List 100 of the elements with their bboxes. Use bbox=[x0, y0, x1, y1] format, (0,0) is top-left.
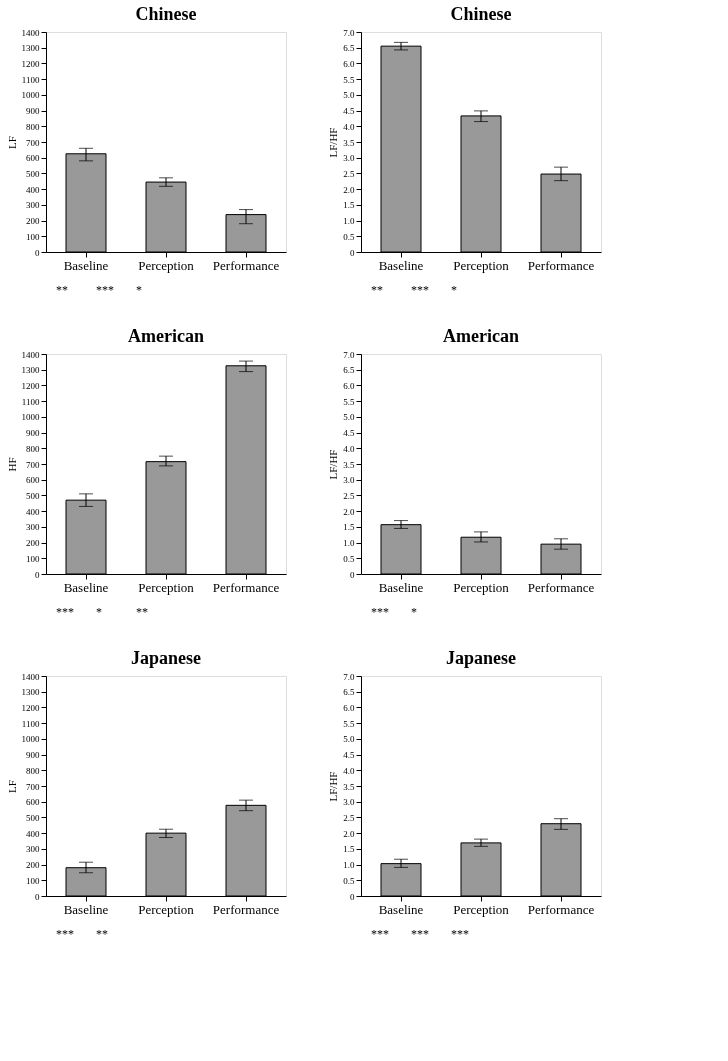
y-tick-label: 0.5 bbox=[343, 553, 355, 564]
y-tick-label: 1.5 bbox=[343, 522, 355, 533]
y-tick-label: 600 bbox=[26, 475, 40, 486]
y-tick-label: 6.5 bbox=[343, 43, 355, 54]
y-tick-label: 5.0 bbox=[343, 412, 355, 423]
y-tick-label: 3.0 bbox=[343, 153, 355, 164]
y-tick-label: 400 bbox=[26, 828, 40, 839]
y-tick-label: 2.0 bbox=[343, 828, 355, 839]
text: * bbox=[411, 605, 417, 619]
y-tick-label: 0 bbox=[350, 569, 355, 580]
y-tick-label: 400 bbox=[26, 506, 40, 517]
y-tick-label: 1300 bbox=[21, 365, 40, 376]
y-tick-label: 1000 bbox=[21, 90, 40, 101]
text: * bbox=[96, 605, 102, 619]
y-tick-label: 900 bbox=[26, 428, 40, 439]
y-axis-title: LF bbox=[5, 136, 18, 149]
text: *** bbox=[96, 283, 114, 297]
x-tick-label: Perception bbox=[138, 901, 195, 917]
y-tick-label: 3.5 bbox=[343, 781, 355, 792]
y-tick-label: 4.5 bbox=[343, 428, 355, 439]
y-tick-label: 300 bbox=[26, 844, 40, 855]
y-tick-label: 3.5 bbox=[343, 137, 355, 148]
y-tick-label: 0 bbox=[350, 891, 355, 902]
y-tick-label: 800 bbox=[26, 765, 40, 776]
x-tick-label: Perception bbox=[453, 901, 510, 917]
text: ** bbox=[56, 283, 68, 297]
y-tick-label: 7.0 bbox=[343, 27, 355, 38]
y-tick-label: 300 bbox=[26, 200, 40, 211]
y-tick-label: 4.0 bbox=[343, 443, 355, 454]
x-tick-label: Performance bbox=[527, 579, 595, 595]
x-tick-label: Baseline bbox=[63, 257, 109, 273]
y-tick-label: 7.0 bbox=[343, 671, 355, 682]
y-tick-label: 1.0 bbox=[343, 538, 355, 549]
y-tick-label: 1.5 bbox=[343, 844, 355, 855]
y-tick-label: 500 bbox=[26, 168, 40, 179]
y-tick-label: 2.5 bbox=[343, 168, 355, 179]
y-tick-label: 6.0 bbox=[343, 702, 355, 713]
text: *** bbox=[411, 927, 429, 941]
y-tick-label: 2.0 bbox=[343, 506, 355, 517]
y-tick-label: 0 bbox=[35, 891, 40, 902]
y-tick-label: 1100 bbox=[21, 718, 40, 729]
x-tick-label: Baseline bbox=[378, 257, 424, 273]
y-tick-label: 0.5 bbox=[343, 875, 355, 886]
y-tick-label: 100 bbox=[26, 231, 40, 242]
text: ** bbox=[371, 283, 383, 297]
y-tick-label: 200 bbox=[26, 860, 40, 871]
y-tick-label: 6.5 bbox=[343, 687, 355, 698]
x-tick-label: Perception bbox=[138, 579, 195, 595]
y-tick-label: 1.5 bbox=[343, 200, 355, 211]
y-tick-label: 3.0 bbox=[343, 797, 355, 808]
x-tick-label: Perception bbox=[453, 579, 510, 595]
y-tick-label: 4.5 bbox=[343, 750, 355, 761]
y-tick-label: 1300 bbox=[21, 687, 40, 698]
x-tick-label: Performance bbox=[212, 257, 280, 273]
x-tick-label: Baseline bbox=[378, 579, 424, 595]
y-tick-label: 6.5 bbox=[343, 365, 355, 376]
y-tick-label: 3.0 bbox=[343, 475, 355, 486]
y-tick-label: 1100 bbox=[21, 74, 40, 85]
y-tick-label: 0.5 bbox=[343, 231, 355, 242]
y-tick-label: 5.5 bbox=[343, 74, 355, 85]
text: *** bbox=[371, 605, 389, 619]
y-tick-label: 1.0 bbox=[343, 216, 355, 227]
text: *** bbox=[56, 927, 74, 941]
y-tick-label: 100 bbox=[26, 553, 40, 564]
y-tick-label: 5.0 bbox=[343, 90, 355, 101]
y-tick-label: 500 bbox=[26, 490, 40, 501]
y-tick-label: 4.0 bbox=[343, 765, 355, 776]
text: *** bbox=[371, 927, 389, 941]
y-tick-label: 600 bbox=[26, 797, 40, 808]
y-tick-label: 1400 bbox=[21, 349, 40, 360]
x-tick-label: Baseline bbox=[63, 579, 109, 595]
chart-title: American bbox=[128, 326, 204, 346]
y-tick-label: 1000 bbox=[21, 734, 40, 745]
y-tick-label: 700 bbox=[26, 137, 40, 148]
x-tick-label: Baseline bbox=[63, 901, 109, 917]
y-tick-label: 1400 bbox=[21, 27, 40, 38]
x-tick-label: Performance bbox=[527, 257, 595, 273]
y-tick-label: 100 bbox=[26, 875, 40, 886]
y-tick-label: 4.0 bbox=[343, 121, 355, 132]
y-axis-title: LF/HF bbox=[327, 127, 340, 158]
y-tick-label: 200 bbox=[26, 216, 40, 227]
text: *** bbox=[411, 283, 429, 297]
y-tick-label: 1300 bbox=[21, 43, 40, 54]
text: ** bbox=[136, 605, 148, 619]
x-tick-label: Perception bbox=[453, 257, 510, 273]
y-axis-title: HF bbox=[5, 457, 18, 472]
x-tick-label: Performance bbox=[212, 901, 280, 917]
chart-title: Chinese bbox=[135, 4, 197, 24]
y-tick-label: 500 bbox=[26, 812, 40, 823]
text: ** bbox=[96, 927, 108, 941]
y-tick-label: 1400 bbox=[21, 671, 40, 682]
y-tick-label: 6.0 bbox=[343, 58, 355, 69]
y-tick-label: 0 bbox=[350, 247, 355, 258]
y-axis-title: LF/HF bbox=[327, 771, 340, 802]
y-tick-label: 7.0 bbox=[343, 349, 355, 360]
text: * bbox=[136, 283, 142, 297]
y-tick-label: 5.0 bbox=[343, 734, 355, 745]
y-tick-label: 0 bbox=[35, 569, 40, 580]
y-axis-title: LF bbox=[5, 780, 18, 793]
y-tick-label: 5.5 bbox=[343, 396, 355, 407]
